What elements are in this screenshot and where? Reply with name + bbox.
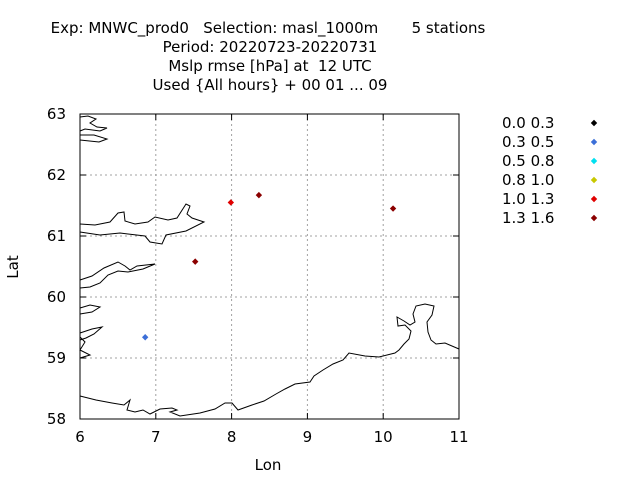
station-point (227, 199, 235, 206)
coastline-sognefjord (79, 203, 206, 245)
legend-marker (590, 214, 598, 222)
y-tick-label: 61 (47, 227, 66, 245)
station-point (192, 258, 199, 265)
coastline-map (79, 115, 460, 417)
legend-entry-label: 0.8 1.0 (502, 171, 554, 189)
station-points (141, 191, 397, 341)
x-tick-label: 9 (303, 428, 313, 446)
legend-entry-label: 0.3 0.5 (502, 133, 554, 151)
station-point (141, 334, 149, 341)
y-tick-label: 60 (47, 288, 66, 306)
y-axis-ticks: 58 59 60 61 62 63 (47, 105, 459, 428)
y-axis-label: Lat (4, 255, 22, 279)
y-tick-label: 59 (47, 349, 66, 367)
coastline-island-west-2 (79, 326, 104, 341)
legend-marker (590, 176, 598, 184)
title-line-2: Period: 20220723-20220731 (163, 38, 378, 56)
coastline-island-north (79, 115, 108, 132)
x-tick-label: 10 (374, 428, 393, 446)
x-axis-ticks: 6 7 8 9 10 11 (75, 114, 469, 446)
title-line-4: Used {All hours} + 00 01 ... 09 (153, 76, 388, 94)
x-tick-label: 6 (75, 428, 85, 446)
coastline-skagerrak (79, 303, 460, 417)
coastline-south-coast (79, 336, 92, 359)
station-point (255, 191, 263, 199)
coastline-island-west (79, 304, 102, 315)
legend-marker (590, 119, 598, 127)
plot-frame (79, 113, 460, 420)
coastline-hardangerfjord (79, 261, 156, 289)
chart-title: Exp: MNWC_prod0 Selection: masl_1000m 5 … (51, 19, 486, 94)
y-tick-label: 62 (47, 166, 66, 184)
y-tick-label: 63 (47, 105, 66, 123)
x-tick-label: 11 (449, 428, 468, 446)
y-tick-label: 58 (47, 410, 66, 428)
legend-entry-label: 0.5 0.8 (502, 152, 554, 170)
legend-entry-label: 1.0 1.3 (502, 190, 554, 208)
coastline-island-north-2 (79, 134, 109, 143)
legend-entry-label: 1.3 1.6 (502, 209, 554, 227)
x-tick-label: 8 (227, 428, 237, 446)
legend-marker (590, 157, 598, 165)
grid-lines (80, 114, 459, 419)
legend-entry-label: 0.0 0.3 (502, 114, 554, 132)
station-point (389, 205, 397, 212)
legend: 0.0 0.30.3 0.50.5 0.80.8 1.01.0 1.31.3 1… (502, 114, 598, 227)
legend-marker (590, 138, 598, 146)
title-line-3: Mslp rmse [hPa] at 12 UTC (168, 57, 371, 75)
x-tick-label: 7 (151, 428, 161, 446)
legend-marker (590, 195, 598, 203)
x-axis-label: Lon (255, 456, 282, 474)
title-line-1: Exp: MNWC_prod0 Selection: masl_1000m 5 … (51, 19, 486, 38)
